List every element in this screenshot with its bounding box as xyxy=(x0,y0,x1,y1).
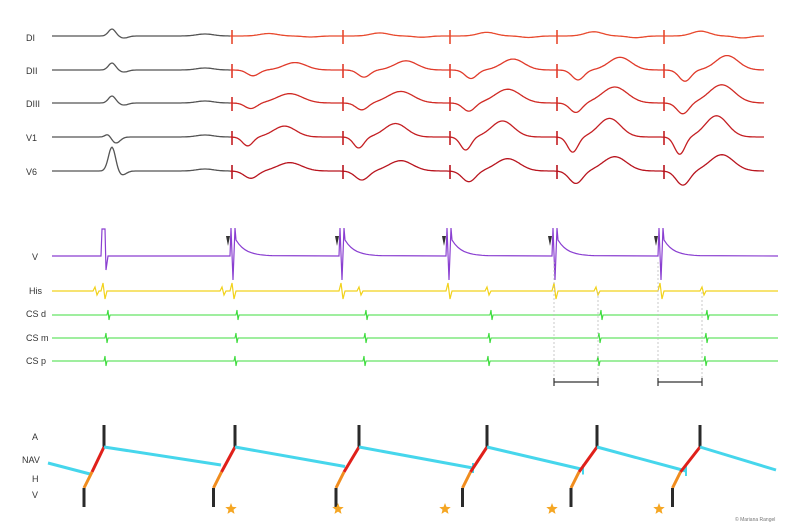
pacing-marker xyxy=(654,236,658,246)
ecg-paced-V1 xyxy=(230,115,764,155)
credit-text: © Mariana Rangel xyxy=(735,516,775,523)
egm-trace-CSp xyxy=(52,355,778,367)
lead-label-V6: V6 xyxy=(26,167,37,177)
ecg-traces xyxy=(52,28,764,186)
av-node-conduction xyxy=(679,446,702,473)
ecg-lead-labels: DI DII DIII V1 V6 xyxy=(26,33,40,177)
ecg-baseline-V6 xyxy=(52,146,230,176)
lead-label-DII: DII xyxy=(26,66,38,76)
channel-label-CSm: CS m xyxy=(26,333,49,343)
his-conduction xyxy=(82,471,94,489)
lead-label-DIII: DIII xyxy=(26,99,40,109)
av-node-conduction xyxy=(220,446,237,473)
retrograde-line xyxy=(358,445,474,470)
lead-label-V1: V1 xyxy=(26,133,37,143)
ecg-baseline-DIII xyxy=(52,95,230,106)
ecg-paced-DII xyxy=(230,54,764,82)
ladder-row-labels: A NAV H V xyxy=(22,432,40,500)
ladder-label-V: V xyxy=(32,490,38,500)
his-conduction xyxy=(212,471,223,489)
ladder-label-A: A xyxy=(32,432,38,442)
lead-label-DI: DI xyxy=(26,33,35,43)
ladder-label-NAV: NAV xyxy=(22,455,40,465)
his-conduction xyxy=(569,471,581,489)
pacing-star xyxy=(225,503,237,514)
egm-panel: V His CS d CS m CS p xyxy=(26,227,779,386)
pacing-marker xyxy=(226,236,230,246)
channel-label-His: His xyxy=(29,286,42,296)
egm-channel-labels: V His CS d CS m CS p xyxy=(26,252,49,366)
av-node-conduction xyxy=(90,446,106,473)
pacing-star xyxy=(546,503,558,514)
retrograde-line xyxy=(486,445,584,471)
ecg-baseline-V1 xyxy=(52,134,230,144)
ecg-panel: DI DII DIII V1 V6 xyxy=(26,28,764,186)
his-conduction xyxy=(671,471,682,489)
ecg-paced-V6 xyxy=(230,154,764,186)
ladder-label-H: H xyxy=(32,474,39,484)
channel-label-CSp: CS p xyxy=(26,356,46,366)
ecg-baseline-DII xyxy=(52,62,230,73)
egm-trace-CSm xyxy=(52,332,778,344)
av-node-conduction xyxy=(342,446,361,473)
pacing-star xyxy=(439,503,451,514)
av-node-conduction xyxy=(469,446,489,473)
ecg-baseline-DI xyxy=(52,28,230,39)
his-conduction xyxy=(461,471,472,489)
egm-trace-CSd xyxy=(52,309,778,321)
his-conduction xyxy=(334,471,346,489)
retrograde-line xyxy=(47,461,91,476)
retrograde-line xyxy=(103,445,222,467)
ecg-paced-DI xyxy=(230,30,764,39)
egm-trace-His xyxy=(52,282,778,300)
pacing-marker xyxy=(548,236,552,246)
retrograde-line xyxy=(234,445,346,468)
pacing-star xyxy=(332,503,344,514)
pacing-marker xyxy=(442,236,446,246)
retrograde-line xyxy=(699,445,777,472)
egm-trace-V xyxy=(52,227,779,281)
av-node-conduction xyxy=(577,446,599,473)
ladder-marks xyxy=(47,425,777,514)
pacing-marker xyxy=(335,236,339,246)
channel-label-CSd: CS d xyxy=(26,309,46,319)
retrograde-line xyxy=(596,445,687,473)
ecg-paced-DIII xyxy=(230,84,764,115)
channel-label-V: V xyxy=(32,252,38,262)
ladder-diagram: A NAV H V xyxy=(22,425,777,514)
egm-traces xyxy=(52,227,779,386)
pacing-star xyxy=(653,503,665,514)
